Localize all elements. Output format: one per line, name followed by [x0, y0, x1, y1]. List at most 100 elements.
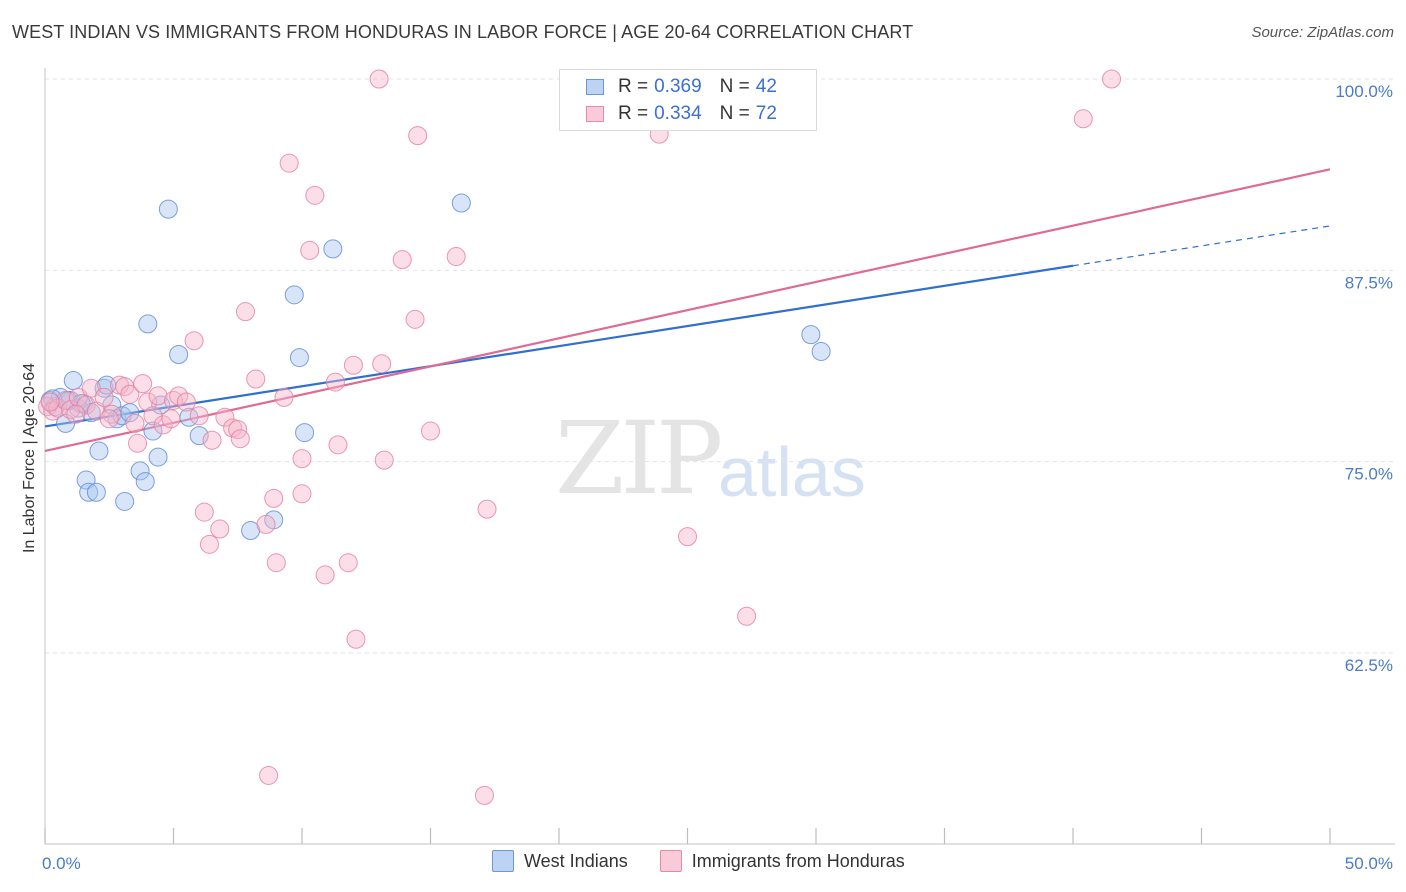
legend-swatch-west-indians [492, 850, 514, 872]
point-west-indians-29 [189, 426, 209, 446]
y-axis-label: In Labor Force | Age 20-64 [21, 363, 38, 553]
point-west-indians-18 [115, 491, 135, 511]
point-honduras-37 [256, 514, 276, 534]
point-honduras-30 [210, 519, 230, 539]
point-honduras-16 [133, 374, 153, 394]
trend-line-0 [44, 264, 1074, 428]
point-honduras-28 [199, 534, 219, 554]
point-west-indians-5 [63, 371, 83, 391]
point-honduras-59 [421, 421, 440, 441]
y-tick-label-1: 87.5% [1345, 273, 1393, 292]
point-honduras-68 [1102, 69, 1122, 89]
trend-line-extension-0 [1072, 225, 1331, 267]
point-honduras-70 [66, 404, 86, 424]
legend-swatch-honduras [586, 106, 604, 122]
point-honduras-26 [189, 406, 209, 426]
stats-legend: R = 0.369 N = 42 R = 0.334 N = 72 [559, 69, 817, 131]
point-honduras-43 [292, 449, 312, 469]
point-honduras-3 [56, 390, 76, 410]
point-honduras-40 [266, 553, 286, 573]
x-tick-label-min: 0.0% [42, 854, 81, 873]
point-honduras-19 [148, 386, 168, 406]
point-west-indians-36 [451, 193, 471, 213]
point-west-indians-12 [89, 441, 109, 461]
point-honduras-66 [737, 606, 757, 626]
point-honduras-54 [372, 354, 392, 374]
tick-labels: 100.0% 87.5% 75.0% 62.5% 0.0% 50.0% [42, 82, 1393, 873]
x-tick-label-max: 50.0% [1345, 854, 1393, 873]
legend-r-label: R = [618, 76, 649, 97]
legend-label-honduras: Immigrants from Honduras [691, 850, 905, 871]
point-west-indians-9 [79, 482, 99, 502]
data-points [38, 69, 1122, 805]
point-honduras-36 [246, 369, 266, 389]
point-honduras-57 [405, 309, 425, 329]
point-honduras-5 [68, 387, 88, 407]
point-honduras-50 [338, 553, 358, 573]
point-honduras-24 [176, 392, 196, 412]
point-honduras-69 [40, 392, 60, 412]
legend-item-west-indians[interactable]: West Indians [492, 850, 628, 872]
point-west-indians-25 [151, 395, 171, 415]
legend-r-value: 0.334 [654, 103, 702, 124]
point-west-indians-24 [148, 447, 168, 467]
legend-row-honduras: R = 0.334 N = 72 [586, 101, 777, 127]
point-west-indians-37 [801, 325, 821, 345]
point-honduras-7 [81, 378, 101, 398]
point-honduras-52 [346, 629, 366, 649]
point-west-indians-20 [130, 461, 150, 481]
point-honduras-23 [169, 386, 189, 406]
point-west-indians-11 [86, 482, 106, 502]
watermark-atlas: atlas [718, 433, 866, 511]
point-honduras-71 [99, 409, 119, 429]
point-honduras-60 [446, 247, 466, 267]
point-west-indians-33 [289, 348, 309, 368]
legend-n-label: N = [719, 103, 750, 124]
source-credit: Source: ZipAtlas.com [1251, 24, 1394, 41]
legend-item-honduras[interactable]: Immigrants from Honduras [659, 850, 905, 872]
point-honduras-34 [230, 429, 250, 449]
point-honduras-27 [194, 502, 214, 522]
point-honduras-46 [305, 185, 325, 205]
point-west-indians-21 [135, 472, 155, 492]
legend-n-value: 72 [755, 103, 777, 124]
grid-lines [45, 78, 1395, 654]
chart-title: WEST INDIAN VS IMMIGRANTS FROM HONDURAS … [12, 22, 914, 42]
point-west-indians-8 [76, 470, 96, 490]
legend-label-west-indians: West Indians [524, 850, 628, 871]
point-west-indians-38 [811, 341, 831, 361]
y-tick-label-3: 62.5% [1345, 656, 1393, 675]
point-honduras-21 [161, 409, 181, 429]
point-honduras-56 [392, 250, 412, 270]
point-honduras-42 [279, 153, 299, 173]
point-west-indians-27 [169, 345, 189, 365]
point-west-indians-22 [138, 314, 158, 334]
point-west-indians-32 [284, 285, 304, 305]
point-honduras-41 [274, 387, 294, 407]
y-tick-label-2: 75.0% [1345, 465, 1393, 484]
point-honduras-47 [315, 565, 335, 585]
point-honduras-14 [125, 413, 145, 433]
point-honduras-35 [235, 302, 255, 322]
point-honduras-49 [328, 435, 348, 455]
point-honduras-67 [1073, 109, 1093, 129]
legend-swatch-west-indians [586, 79, 604, 95]
point-honduras-51 [343, 355, 363, 375]
point-honduras-15 [128, 433, 148, 453]
axes [44, 68, 1395, 845]
legend-n-label: N = [719, 76, 750, 97]
y-tick-label-0: 100.0% [1335, 82, 1393, 101]
series-legend: West Indians Immigrants from Honduras [492, 850, 937, 872]
point-honduras-55 [374, 450, 394, 470]
point-honduras-29 [202, 430, 222, 450]
legend-r-value: 0.369 [654, 76, 702, 97]
point-honduras-9 [94, 387, 114, 407]
point-honduras-44 [292, 484, 312, 504]
point-honduras-20 [153, 415, 173, 435]
point-honduras-39 [264, 488, 284, 508]
point-west-indians-35 [323, 239, 343, 259]
point-honduras-48 [325, 372, 345, 392]
point-honduras-25 [184, 331, 204, 351]
legend-row-west-indians: R = 0.369 N = 42 [586, 74, 777, 100]
point-west-indians-34 [295, 423, 315, 443]
